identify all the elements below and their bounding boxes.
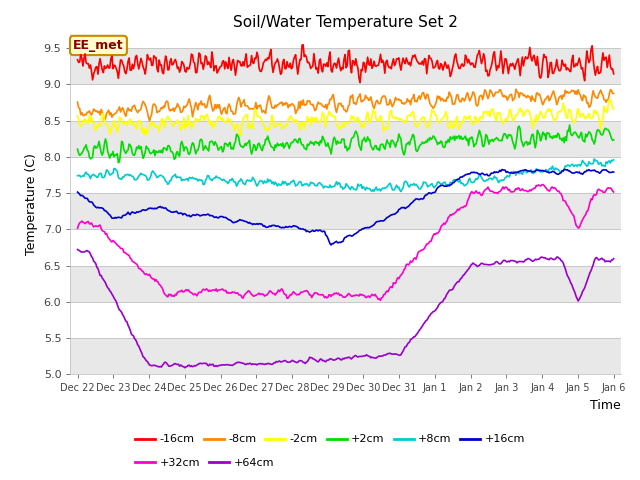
Bar — [70, 229, 621, 265]
Bar — [70, 265, 621, 302]
Title: Soil/Water Temperature Set 2: Soil/Water Temperature Set 2 — [233, 15, 458, 30]
Bar — [70, 48, 621, 84]
Text: EE_met: EE_met — [73, 39, 124, 52]
Y-axis label: Temperature (C): Temperature (C) — [25, 153, 38, 255]
Bar — [70, 302, 621, 338]
Bar — [70, 84, 621, 120]
Bar — [70, 338, 621, 374]
Legend: +32cm, +64cm: +32cm, +64cm — [131, 454, 278, 473]
Bar — [70, 120, 621, 157]
Bar — [70, 193, 621, 229]
X-axis label: Time: Time — [590, 399, 621, 412]
Bar — [70, 157, 621, 193]
